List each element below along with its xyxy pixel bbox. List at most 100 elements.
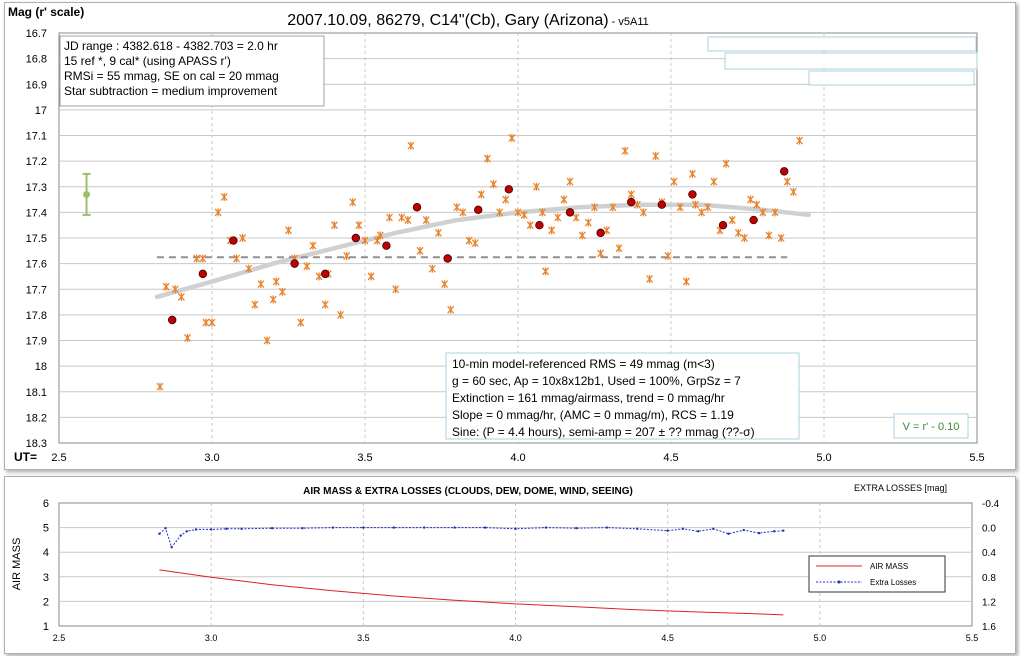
individual-point	[572, 213, 580, 222]
individual-point	[688, 169, 696, 178]
individual-point	[321, 300, 329, 309]
extra-losses-point	[179, 534, 182, 537]
individual-point	[404, 216, 412, 225]
individual-point	[514, 208, 522, 217]
transform-note: V = r' - 0.10	[903, 421, 960, 433]
individual-point	[796, 136, 804, 145]
extra-losses-point	[331, 526, 335, 529]
y-tick-label: 2	[43, 596, 49, 608]
x-tick-label: 3.5	[357, 633, 370, 643]
x-tick-label: 4.5	[663, 452, 678, 464]
individual-point	[538, 208, 546, 217]
group-point	[565, 208, 575, 217]
legend-box	[707, 36, 977, 52]
group-point	[443, 254, 452, 263]
sub-chart-title: AIR MASS & EXTRA LOSSES (CLOUDS, DEW, DO…	[303, 486, 633, 497]
individual-point	[646, 275, 654, 283]
legend-label-extra-losses: Extra Losses	[870, 578, 916, 587]
trend-curve	[154, 202, 811, 300]
individual-point	[554, 213, 562, 222]
individual-point	[698, 208, 706, 217]
extra-losses-point	[185, 530, 189, 533]
individual-point	[496, 208, 504, 217]
info-box-top	[59, 35, 325, 107]
individual-point	[682, 277, 690, 286]
individual-point	[355, 221, 363, 230]
extra-losses-point	[636, 527, 639, 531]
individual-point	[670, 177, 678, 186]
individual-point	[508, 134, 516, 143]
x-tick-label: 3.0	[204, 452, 219, 464]
individual-point	[490, 180, 498, 189]
legend-box	[724, 52, 978, 70]
group-point	[627, 197, 636, 207]
individual-point	[453, 203, 461, 212]
y-tick-label: 18.1	[26, 387, 47, 399]
individual-point	[428, 264, 436, 273]
individual-point	[434, 228, 442, 237]
individual-point	[471, 239, 479, 248]
x-tick-label: 3.0	[205, 633, 218, 643]
individual-point	[759, 208, 767, 217]
individual-point	[407, 141, 415, 150]
group-point	[229, 236, 238, 245]
info-box-top-line: JD range : 4382.618 - 4382.703 = 2.0 hr	[64, 39, 278, 53]
extra-losses-point	[164, 527, 167, 530]
transform-note-box	[893, 413, 969, 439]
individual-point	[447, 305, 455, 314]
individual-point	[269, 295, 277, 304]
extra-losses-point	[362, 526, 365, 529]
legend-label-air-mass: AIR MASS	[870, 562, 908, 571]
info-box-bottom	[445, 352, 800, 440]
legend-box	[808, 555, 946, 593]
y-tick-label: 17.9	[26, 336, 47, 348]
y-tick-label: 17.6	[26, 259, 47, 271]
extra-losses-point	[727, 532, 730, 535]
info-box-top-line: 15 ref *, 9 cal* (using APASS r')	[64, 54, 231, 68]
y-tick-label: 17.8	[26, 310, 47, 322]
y-tick-label: 16.9	[26, 79, 47, 91]
individual-point	[477, 190, 485, 199]
group-point	[688, 190, 697, 199]
extra-losses-point	[514, 527, 517, 531]
individual-point	[245, 264, 253, 273]
individual-point	[548, 226, 556, 235]
individual-point	[171, 285, 179, 294]
individual-point	[263, 336, 271, 345]
individual-point	[330, 221, 338, 230]
individual-point	[337, 310, 345, 319]
group-point	[535, 220, 544, 230]
extra-losses-point	[782, 529, 785, 532]
individual-point	[609, 203, 617, 212]
group-point	[198, 269, 208, 279]
y-tick-label: 17.1	[26, 131, 47, 143]
group-point	[321, 269, 330, 279]
extra-losses-point	[605, 526, 608, 529]
extra-losses-point	[666, 529, 669, 532]
info-box-bottom-line: 10-min model-referenced RMS = 49 mmag (m…	[452, 357, 715, 371]
extra-losses-point	[772, 530, 776, 533]
individual-point	[373, 236, 381, 245]
individual-point	[220, 193, 228, 201]
individual-point	[422, 216, 430, 225]
individual-point	[526, 221, 534, 230]
individual-point	[349, 198, 357, 207]
legend-box	[808, 70, 975, 86]
light-curve-chart: 16.7 16.8 16.9 17 17.1 17.2 17.3 17.4 17.5 17.6 17…	[8, 5, 985, 464]
group-point	[168, 315, 177, 325]
extra-losses-point	[194, 528, 198, 531]
individual-point	[156, 382, 164, 391]
individual-point	[597, 249, 605, 258]
y-tick-label: 17.5	[26, 233, 47, 245]
y2-tick-label: -0.4	[982, 499, 1000, 510]
individual-point	[309, 241, 317, 250]
extra-losses-point	[696, 530, 700, 533]
individual-point	[162, 282, 170, 291]
extra-losses-point	[209, 528, 213, 531]
y-tick-label: 5	[43, 523, 49, 535]
individual-point	[361, 236, 369, 245]
extra-losses-point	[712, 527, 715, 531]
y-tick-label: 17.4	[26, 207, 47, 219]
individual-point	[193, 254, 201, 263]
info-box-top-line: Star subtraction = medium improvement	[64, 84, 278, 98]
